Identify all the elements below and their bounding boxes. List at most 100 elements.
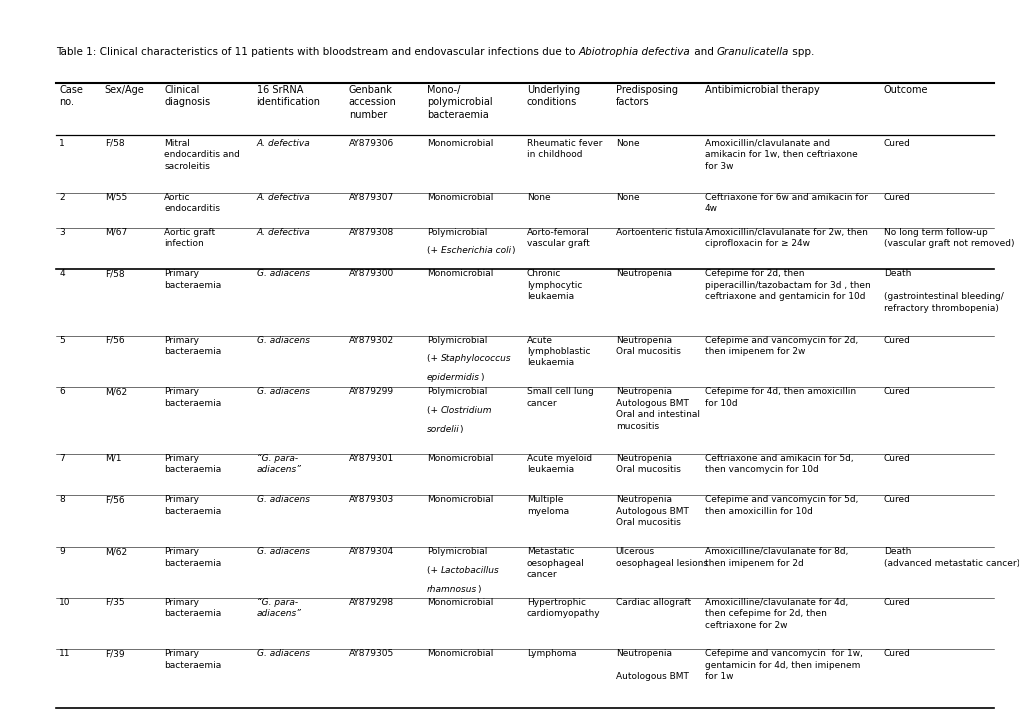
Text: “G. para-
adiacens”: “G. para- adiacens”: [257, 454, 302, 474]
Text: Neutropenia
Autologous BMT
Oral and intestinal
mucositis: Neutropenia Autologous BMT Oral and inte…: [615, 387, 699, 431]
Text: Ceftriaxone and amikacin for 5d,
then vancomycin for 10d: Ceftriaxone and amikacin for 5d, then va…: [704, 454, 853, 474]
Text: Clostridium: Clostridium: [440, 406, 492, 415]
Text: Death
(advanced metastatic cancer): Death (advanced metastatic cancer): [882, 547, 1019, 567]
Text: Acute
lymphoblastic
leukaemia: Acute lymphoblastic leukaemia: [526, 336, 590, 367]
Text: Underlying
conditions: Underlying conditions: [526, 85, 579, 107]
Text: Monomicrobial: Monomicrobial: [427, 139, 493, 148]
Text: Lymphoma: Lymphoma: [526, 649, 576, 658]
Text: Rheumatic fever
in childhood: Rheumatic fever in childhood: [526, 139, 601, 159]
Text: Cefepime and vancomycin for 5d,
then amoxicillin for 10d: Cefepime and vancomycin for 5d, then amo…: [704, 495, 857, 516]
Text: None: None: [615, 139, 639, 148]
Text: G. adiacens: G. adiacens: [257, 336, 310, 344]
Text: AY879302: AY879302: [348, 336, 393, 344]
Text: G. adiacens: G. adiacens: [257, 547, 310, 556]
Text: Escherichia coli: Escherichia coli: [440, 246, 511, 256]
Text: spp.: spp.: [789, 47, 814, 57]
Text: Primary
bacteraemia: Primary bacteraemia: [164, 495, 221, 516]
Text: Cured: Cured: [882, 495, 910, 504]
Text: Chronic
lymphocytic
leukaemia: Chronic lymphocytic leukaemia: [526, 269, 582, 301]
Text: sordelii: sordelii: [427, 426, 460, 434]
Text: A. defectiva: A. defectiva: [257, 139, 310, 148]
Text: A. defectiva: A. defectiva: [257, 193, 310, 202]
Text: Primary
bacteraemia: Primary bacteraemia: [164, 598, 221, 618]
Text: None: None: [526, 193, 550, 202]
Text: Table 1: Clinical characteristics of 11 patients with bloodstream and endovascul: Table 1: Clinical characteristics of 11 …: [56, 47, 579, 57]
Text: Neutropenia

Autologous BMT: Neutropenia Autologous BMT: [615, 649, 688, 681]
Text: 16 SrRNA
identification: 16 SrRNA identification: [257, 85, 320, 107]
Text: Cefepime and vancomycin  for 1w,
gentamicin for 4d, then imipenem
for 1w: Cefepime and vancomycin for 1w, gentamic…: [704, 649, 862, 681]
Text: Cured: Cured: [882, 193, 910, 202]
Text: G. adiacens: G. adiacens: [257, 649, 310, 658]
Text: ): ): [477, 585, 480, 594]
Text: Monomicrobial: Monomicrobial: [427, 598, 493, 606]
Text: None: None: [615, 193, 639, 202]
Text: Primary
bacteraemia: Primary bacteraemia: [164, 269, 221, 289]
Text: Polymicrobial: Polymicrobial: [427, 387, 487, 396]
Text: 4: 4: [59, 269, 65, 278]
Text: 5: 5: [59, 336, 65, 344]
Text: Monomicrobial: Monomicrobial: [427, 649, 493, 658]
Text: G. adiacens: G. adiacens: [257, 387, 310, 396]
Text: Abiotrophia defectiva: Abiotrophia defectiva: [579, 47, 690, 57]
Text: M/62: M/62: [105, 387, 126, 396]
Text: Staphylococcus: Staphylococcus: [440, 354, 511, 364]
Text: Amoxicillin/clavulanate and
amikacin for 1w, then ceftriaxone
for 3w: Amoxicillin/clavulanate and amikacin for…: [704, 139, 857, 171]
Text: Amoxicillin/clavulanate for 2w, then
ciprofloxacin for ≥ 24w: Amoxicillin/clavulanate for 2w, then cip…: [704, 228, 867, 248]
Text: (+: (+: [427, 354, 440, 364]
Text: Case
no.: Case no.: [59, 85, 83, 107]
Text: Aortic
endocarditis: Aortic endocarditis: [164, 193, 220, 213]
Text: Cefepime for 4d, then amoxicillin
for 10d: Cefepime for 4d, then amoxicillin for 10…: [704, 387, 855, 408]
Text: Cefepime and vancomycin for 2d,
then imipenem for 2w: Cefepime and vancomycin for 2d, then imi…: [704, 336, 857, 356]
Text: (+: (+: [427, 246, 440, 256]
Text: Small cell lung
cancer: Small cell lung cancer: [526, 387, 593, 408]
Text: M/62: M/62: [105, 547, 126, 556]
Text: Primary
bacteraemia: Primary bacteraemia: [164, 547, 221, 567]
Text: Antibimicrobial therapy: Antibimicrobial therapy: [704, 85, 818, 95]
Text: Clinical
diagnosis: Clinical diagnosis: [164, 85, 210, 107]
Text: Neutropenia: Neutropenia: [615, 269, 672, 278]
Text: Primary
bacteraemia: Primary bacteraemia: [164, 336, 221, 356]
Text: Cardiac allograft: Cardiac allograft: [615, 598, 690, 606]
Text: G. adiacens: G. adiacens: [257, 495, 310, 504]
Text: “G. para-
adiacens”: “G. para- adiacens”: [257, 598, 302, 618]
Text: (+: (+: [427, 406, 440, 415]
Text: 2: 2: [59, 193, 65, 202]
Text: Cured: Cured: [882, 387, 910, 396]
Text: 1: 1: [59, 139, 65, 148]
Text: AY879300: AY879300: [348, 269, 393, 278]
Text: Hypertrophic
cardiomyopathy: Hypertrophic cardiomyopathy: [526, 598, 600, 618]
Text: Ceftriaxone for 6w and amikacin for
4w: Ceftriaxone for 6w and amikacin for 4w: [704, 193, 867, 213]
Text: 9: 9: [59, 547, 65, 556]
Text: (+: (+: [427, 566, 440, 575]
Text: Neutropenia
Oral mucositis: Neutropenia Oral mucositis: [615, 336, 680, 356]
Text: Lactobacillus: Lactobacillus: [440, 566, 499, 575]
Text: Genbank
accession
number: Genbank accession number: [348, 85, 396, 120]
Text: F/56: F/56: [105, 495, 124, 504]
Text: AY879299: AY879299: [348, 387, 393, 396]
Text: F/56: F/56: [105, 336, 124, 344]
Text: Multiple
myeloma: Multiple myeloma: [526, 495, 569, 516]
Text: AY879304: AY879304: [348, 547, 393, 556]
Text: G. adiacens: G. adiacens: [257, 269, 310, 278]
Text: M/1: M/1: [105, 454, 121, 463]
Text: epidermidis: epidermidis: [427, 374, 480, 382]
Text: Acute myeloid
leukaemia: Acute myeloid leukaemia: [526, 454, 591, 474]
Text: AY879298: AY879298: [348, 598, 393, 606]
Text: and: and: [690, 47, 716, 57]
Text: Cured: Cured: [882, 336, 910, 344]
Text: F/58: F/58: [105, 269, 124, 278]
Text: Granulicatella: Granulicatella: [716, 47, 789, 57]
Text: Amoxicilline/clavulanate for 4d,
then cefepime for 2d, then
ceftriaxone for 2w: Amoxicilline/clavulanate for 4d, then ce…: [704, 598, 847, 629]
Text: 10: 10: [59, 598, 70, 606]
Text: 8: 8: [59, 495, 65, 504]
Text: Polymicrobial: Polymicrobial: [427, 547, 487, 556]
Text: Polymicrobial: Polymicrobial: [427, 336, 487, 344]
Text: AY879301: AY879301: [348, 454, 393, 463]
Text: Neutropenia
Autologous BMT
Oral mucositis: Neutropenia Autologous BMT Oral mucositi…: [615, 495, 688, 527]
Text: 6: 6: [59, 387, 65, 396]
Text: Cured: Cured: [882, 649, 910, 658]
Text: Metastatic
oesophageal
cancer: Metastatic oesophageal cancer: [526, 547, 584, 579]
Text: Monomicrobial: Monomicrobial: [427, 495, 493, 504]
Text: M/67: M/67: [105, 228, 126, 236]
Text: Amoxicilline/clavulanate for 8d,
then imipenem for 2d: Amoxicilline/clavulanate for 8d, then im…: [704, 547, 847, 567]
